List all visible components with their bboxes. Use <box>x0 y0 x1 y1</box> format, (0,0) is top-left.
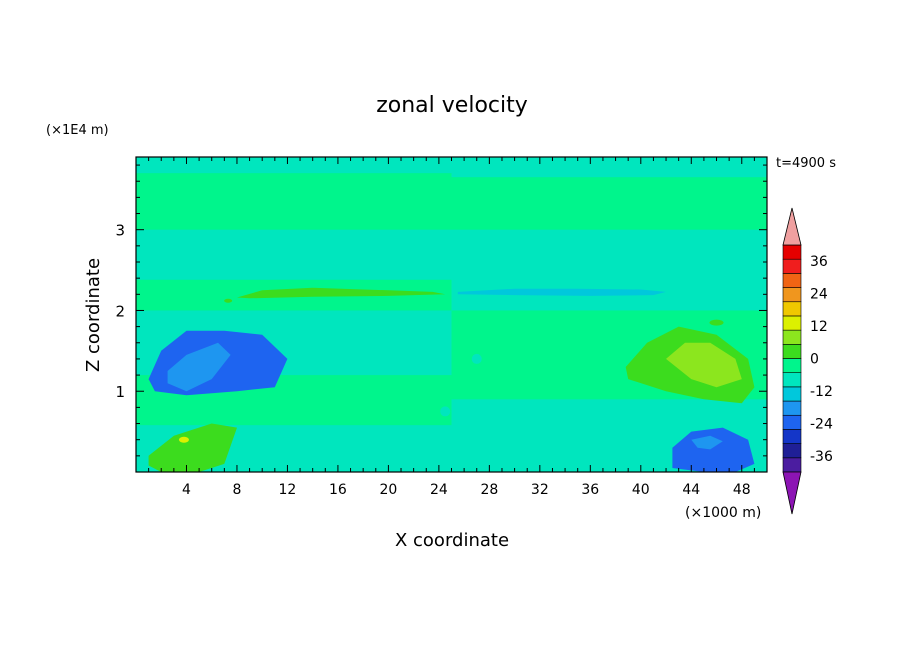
colorbar-swatch <box>782 344 802 359</box>
chart-title: zonal velocity <box>376 93 528 118</box>
colorbar-swatch <box>782 329 802 345</box>
field-region <box>167 342 231 392</box>
y-unit-label: (×1E4 m) <box>46 123 109 138</box>
colorbar-swatch <box>782 258 802 274</box>
x-tick-label: 40 <box>632 482 650 498</box>
x-tick-label: 8 <box>232 482 241 498</box>
y-tick-label: 2 <box>115 302 125 320</box>
colorbar-swatch <box>782 358 802 373</box>
x-axis-label: X coordinate <box>395 530 509 551</box>
time-label: t=4900 s <box>776 156 836 171</box>
field-band <box>136 173 452 230</box>
y-tick-label: 1 <box>115 383 125 401</box>
field-region <box>148 423 237 472</box>
field-blob <box>451 239 464 252</box>
y-tick-label: 3 <box>115 222 125 240</box>
colorbar-swatch <box>782 273 802 288</box>
colorbar-label: 36 <box>810 254 828 270</box>
field-region <box>666 342 742 388</box>
colorbar-label: -24 <box>810 416 833 432</box>
field-region <box>237 287 446 299</box>
field-blob <box>440 406 451 417</box>
x-unit-label: (×1000 m) <box>685 505 761 521</box>
y-axis-ticks: 1 2 3 <box>115 164 767 457</box>
colorbar-swatch <box>782 400 802 416</box>
field-blob <box>471 353 482 364</box>
colorbar-label: -36 <box>810 449 833 465</box>
plot-area <box>135 156 768 473</box>
colorbar-over-arrow <box>782 207 802 246</box>
colorbar-label: 24 <box>810 287 828 303</box>
colorbar-label: 0 <box>810 352 819 368</box>
colorbar-swatch <box>782 372 802 388</box>
field-region <box>672 427 755 472</box>
colorbar-swatch <box>782 386 802 402</box>
field-region <box>691 435 723 450</box>
field-blob <box>426 353 439 364</box>
field-blob <box>178 436 189 443</box>
x-tick-label: 36 <box>581 482 599 498</box>
field-band <box>451 177 767 230</box>
field-blob <box>709 319 724 326</box>
field-blob <box>224 298 233 303</box>
x-tick-label: 32 <box>531 482 549 498</box>
colorbar-swatch <box>782 301 802 317</box>
colorbar-swatch <box>782 414 802 430</box>
x-tick-label: 24 <box>430 482 448 498</box>
x-tick-label: 12 <box>279 482 297 498</box>
x-tick-label: 20 <box>379 482 397 498</box>
colorbar-swatch <box>782 287 802 303</box>
colorbar-swatch <box>782 457 802 473</box>
x-tick-label: 48 <box>733 482 751 498</box>
x-tick-label: 16 <box>329 482 347 498</box>
colorbar-label: 12 <box>810 319 828 335</box>
x-tick-label: 4 <box>182 482 191 498</box>
field-blob <box>422 239 439 252</box>
colorbar-label: -12 <box>810 384 833 400</box>
colorbar-swatch <box>782 429 802 444</box>
x-tick-label: 44 <box>682 482 700 498</box>
colorbar-under-arrow <box>782 471 802 515</box>
x-axis-ticks: 4 8 12 16 20 24 28 32 36 40 44 48 <box>148 157 755 498</box>
y-axis-label: Z coordinate <box>83 258 104 372</box>
colorbar-swatch <box>782 244 802 260</box>
colorbar-swatch <box>782 315 802 331</box>
field-region <box>457 288 666 296</box>
x-tick-label: 28 <box>480 482 498 498</box>
colorbar: 36 24 12 0 -12 -24 -36 <box>782 207 833 515</box>
colorbar-swatch <box>782 443 802 459</box>
